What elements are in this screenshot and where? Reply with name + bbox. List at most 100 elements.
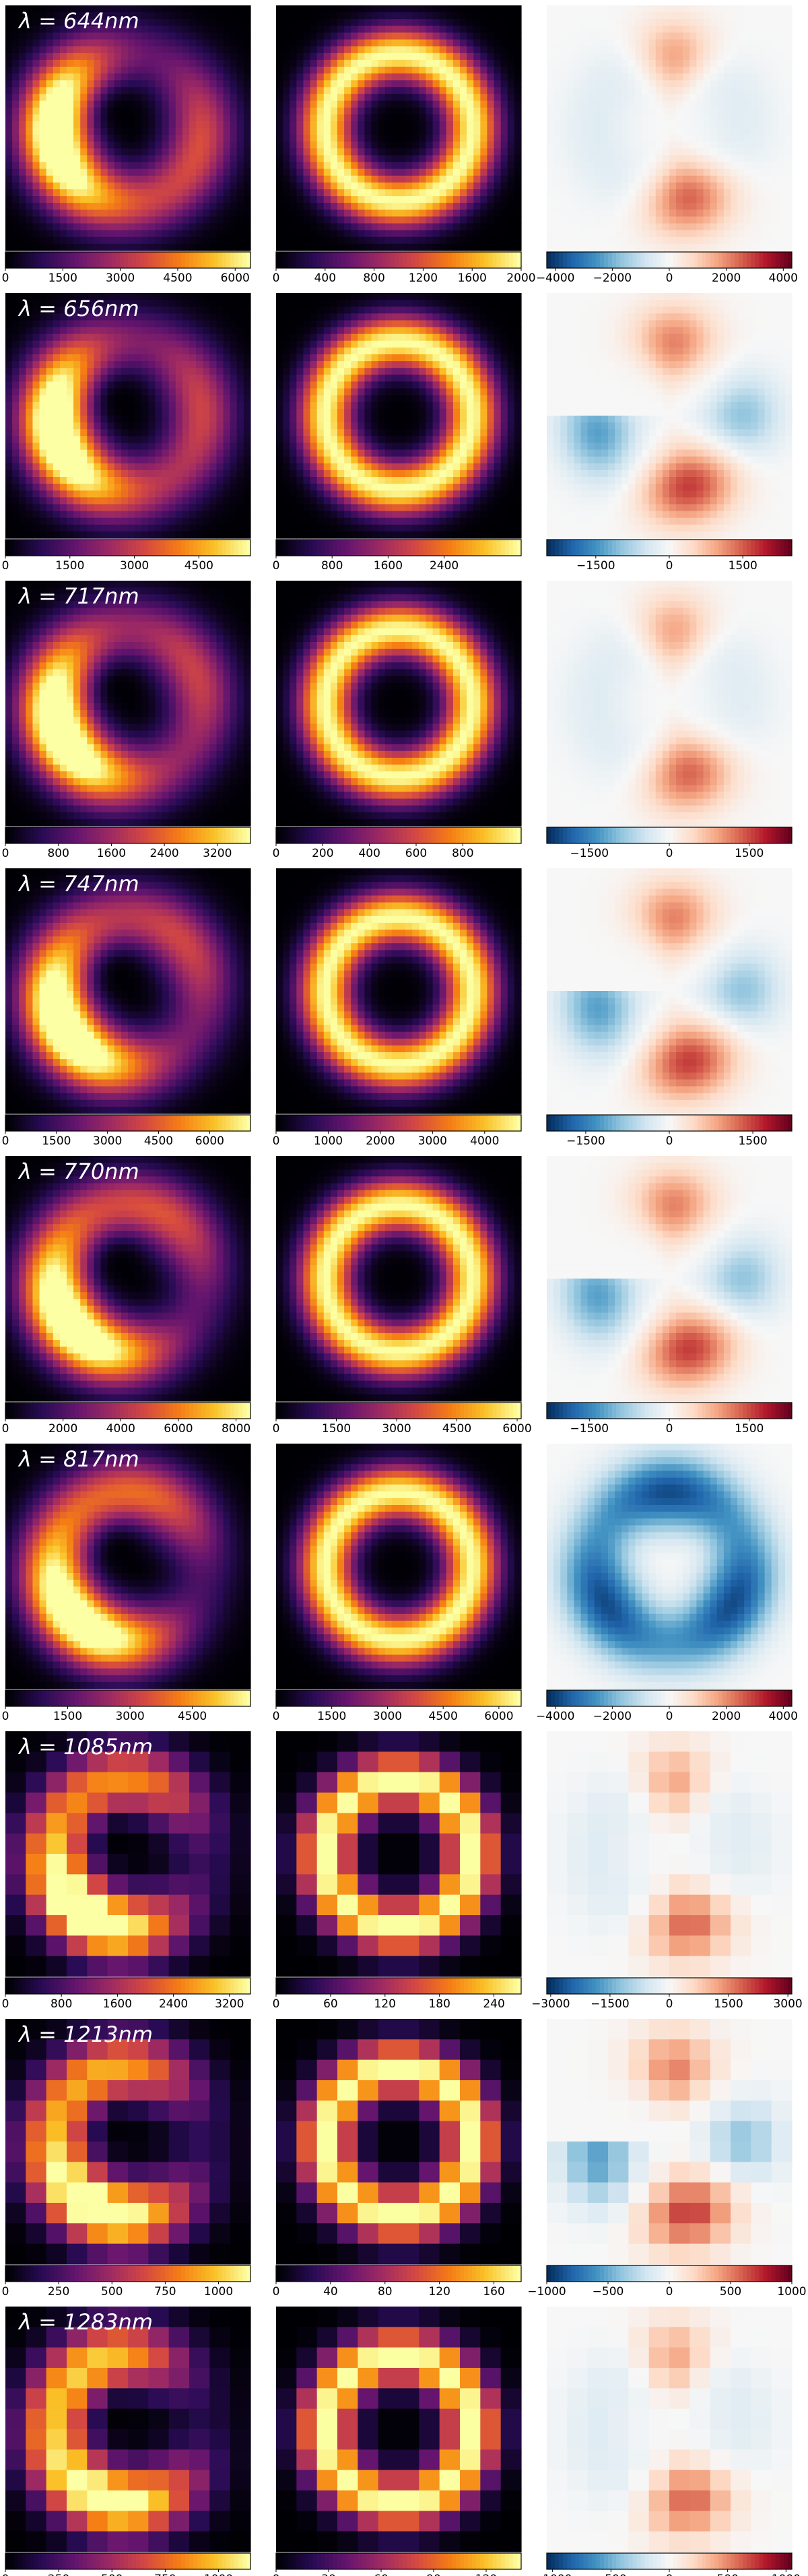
colorbar-tick-label: 400	[358, 847, 380, 860]
colorbar-tick-label: 0	[273, 2285, 280, 2298]
colorbar-tick-label: 800	[47, 847, 69, 860]
colorbar-tick-label: −1000	[533, 2573, 572, 2576]
colorbar-tick-label: 3200	[203, 847, 232, 860]
wavelength-label: λ = 644nm	[18, 8, 139, 34]
colorbar-tick-label: 90	[426, 2573, 441, 2576]
colorbar-tick-label: 0	[2, 1134, 9, 1148]
colorbar-tick-label: 4500	[184, 559, 213, 573]
colorbar-tick-label: 4000	[769, 271, 798, 285]
wavelength-label: λ = 656nm	[18, 296, 139, 321]
colorbar-tick-label: 1500	[48, 271, 77, 285]
colorbar-tick-label: 3000	[93, 1134, 122, 1148]
colorbar-tick-label: 500	[101, 2285, 123, 2298]
colorbar-tick-label: 0	[273, 2573, 280, 2576]
colorbar-tick-label: 160	[483, 2285, 504, 2298]
colorbar-tick-label: −2000	[593, 271, 632, 285]
colorbar-tick-label: 0	[666, 847, 673, 860]
wavelength-label: λ = 1283nm	[18, 2309, 153, 2335]
colorbar-tick-label: 0	[2, 1422, 9, 1436]
colorbar-tick-label: 4500	[163, 271, 192, 285]
wavelength-row: 0 1500 3000 4500 6000 0 1000 2000 3000 4000 −1500 0…	[2, 868, 793, 1148]
wavelength-label: λ = 770nm	[18, 1159, 139, 1184]
wavelength-row: 025050075010000306090120−1000−5000500100…	[2, 2307, 801, 2576]
colorbar-tick-label: 4000	[106, 1422, 135, 1436]
colorbar-tick-label: 1500	[317, 1710, 346, 1723]
model-intensity-panel: 0306090120	[273, 2307, 522, 2576]
colorbar-tick-label: 3000	[106, 271, 135, 285]
colorbar-tick-label: 1500	[53, 1710, 82, 1723]
wavelength-row: 0 2000 4000 6000 8000 0 1500 3000 4500 6000 −1500 0…	[2, 1156, 793, 1436]
colorbar-tick-label: 0	[273, 1422, 280, 1436]
colorbar-tick-label: 1000	[204, 2285, 233, 2298]
colorbar-tick-label: 0	[666, 1422, 673, 1436]
residual-panel: −4000 −2000 0 2000 4000	[536, 5, 798, 285]
colorbar-tick-label: 1600	[458, 271, 487, 285]
model-intensity-panel: 0 1500 3000 4500 6000	[273, 1156, 532, 1436]
observed-intensity-panel: 0 1500 3000 4500	[2, 1444, 251, 1723]
colorbar-tick-label: 600	[405, 847, 427, 860]
wavelength-row: 0 1500 3000 4500 6000 0 400 800 1200 1600 2000 −400…	[2, 5, 798, 285]
colorbar-tick-label: 0	[666, 1710, 673, 1723]
colorbar-tick-label: 2000	[366, 1134, 395, 1148]
colorbar-tick-label: 3000	[373, 1710, 402, 1723]
colorbar-tick-label: 400	[314, 271, 336, 285]
colorbar-tick-label: −4000	[536, 1710, 575, 1723]
colorbar-tick-label: 6000	[484, 1710, 513, 1723]
colorbar-tick-label: −2000	[593, 1710, 632, 1723]
observed-intensity-panel: 0 1500 3000 4500 6000	[2, 5, 251, 285]
colorbar-tick-label: 800	[452, 847, 473, 860]
observed-intensity-panel: 0 800 1600 2400 3200	[2, 581, 251, 860]
colorbar-tick-label: 750	[154, 2285, 176, 2298]
colorbar-tick-label: 0	[2, 1997, 9, 2011]
model-intensity-panel: 0 800 1600 2400	[273, 293, 522, 573]
colorbar-tick-label: 0	[666, 559, 673, 573]
colorbar-tick-label: 0	[666, 2285, 673, 2298]
colorbar-tick-label: 3000	[418, 1134, 447, 1148]
colorbar-tick-label: 0	[273, 559, 280, 573]
colorbar-tick-label: −1500	[570, 847, 609, 860]
colorbar-tick-label: 4000	[769, 1710, 798, 1723]
colorbar-tick-label: 120	[475, 2573, 497, 2576]
colorbar-tick-label: 0	[273, 271, 280, 285]
model-intensity-panel: 0 200 400 600 800	[273, 581, 522, 860]
observed-intensity-panel: 0 2000 4000 6000 8000	[2, 1156, 251, 1436]
residual-panel: −1500 0 1500	[547, 868, 793, 1148]
colorbar-tick-label: 3000	[773, 1997, 802, 2011]
colorbar-tick-label: −500	[595, 2573, 627, 2576]
colorbar-tick-label: 4500	[442, 1422, 471, 1436]
colorbar-tick-label: −1500	[566, 1134, 605, 1148]
wavelength-label: λ = 1085nm	[18, 1734, 153, 1760]
colorbar-tick-label: 60	[374, 2573, 389, 2576]
residual-panel: −1500 0 1500	[547, 1156, 793, 1436]
colorbar-tick-label: −3000	[531, 1997, 570, 2011]
colorbar-tick-label: 1500	[729, 559, 758, 573]
colorbar-tick-label: 6000	[221, 271, 250, 285]
colorbar-tick-label: 500	[101, 2573, 123, 2576]
colorbar-tick-label: 0	[2, 1710, 9, 1723]
colorbar-tick-label: 500	[720, 2285, 741, 2298]
colorbar-tick-label: 1500	[738, 1134, 767, 1148]
wavelength-row: 0 800 1600 2400 3200 0 60 120 180 240 −3000 −1500 0 1…	[2, 1731, 803, 2011]
colorbar-tick-label: 800	[321, 559, 343, 573]
colorbar-tick-label: 2000	[506, 271, 535, 285]
colorbar-tick-label: −1500	[570, 1422, 609, 1436]
colorbar-tick-label: 1000	[772, 2573, 801, 2576]
wavelength-row: 0 800 1600 2400 3200 0 200 400 600 800 −1500 0 1500λ…	[2, 581, 793, 860]
wavelength-label: λ = 717nm	[18, 583, 139, 609]
colorbar-tick-label: 4500	[144, 1134, 173, 1148]
colorbar-tick-label: 250	[48, 2573, 69, 2576]
colorbar-tick-label: 1500	[714, 1997, 743, 2011]
colorbar-tick-label: 0	[273, 1997, 280, 2011]
colorbar-tick-label: 6000	[502, 1422, 531, 1436]
colorbar-tick-label: 2000	[712, 1710, 741, 1723]
colorbar-tick-label: 4500	[178, 1710, 207, 1723]
colorbar-tick-label: 3000	[115, 1710, 144, 1723]
colorbar-tick-label: 1500	[42, 1134, 71, 1148]
colorbar-tick-label: 0	[273, 1134, 280, 1148]
colorbar-tick-label: 200	[312, 847, 333, 860]
colorbar-tick-label: 6000	[164, 1422, 193, 1436]
observed-intensity-panel: 0 1500 3000 4500 6000	[2, 868, 251, 1148]
colorbar-tick-label: 2000	[712, 271, 741, 285]
colorbar-tick-label: 1500	[55, 559, 84, 573]
